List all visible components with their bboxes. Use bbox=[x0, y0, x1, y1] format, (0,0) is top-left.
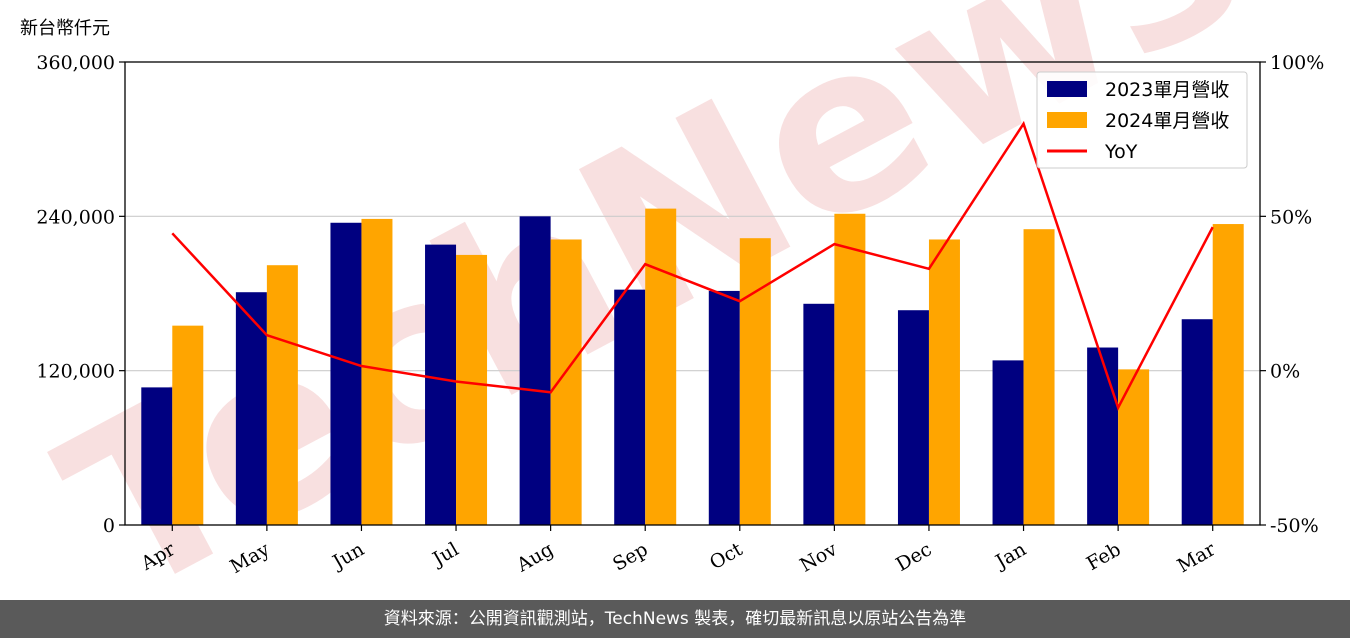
bar-2023-nov bbox=[803, 303, 835, 525]
bar-2023-sep bbox=[614, 289, 646, 525]
bar-2024-mar bbox=[1212, 224, 1244, 526]
bar-2024-aug bbox=[550, 239, 582, 525]
yoy-line bbox=[171, 120, 1214, 411]
bar-2023-dec bbox=[897, 310, 929, 525]
left-tick-label: 240,000 bbox=[36, 206, 115, 228]
left-tick-label: 360,000 bbox=[36, 52, 115, 74]
bar-2023-mar bbox=[1181, 319, 1213, 525]
right-tick-label: 50% bbox=[1270, 206, 1312, 228]
x-tick-label-feb: Feb bbox=[1083, 538, 1125, 575]
x-tick-label-dec: Dec bbox=[892, 538, 935, 576]
bar-2024-jul bbox=[456, 254, 488, 525]
bar-2024-feb bbox=[1118, 369, 1150, 525]
bar-2024-apr bbox=[172, 325, 204, 525]
left-tick-label: 0 bbox=[103, 515, 115, 537]
source-footer: 資料來源：公開資訊觀測站，TechNews 製表，確切最新訊息以原站公告為準 bbox=[0, 600, 1350, 638]
bar-2024-dec bbox=[928, 239, 960, 525]
bar-2024-jan bbox=[1023, 229, 1055, 525]
right-tick-label: -50% bbox=[1270, 515, 1319, 537]
right-tick-label: 100% bbox=[1270, 52, 1324, 74]
x-tick-label-sep: Sep bbox=[609, 538, 652, 575]
bar-2023-feb bbox=[1087, 347, 1119, 525]
legend-label-2: YoY bbox=[1104, 141, 1138, 163]
revenue-chart: TechNews0120,000240,000360,000-50%0%50%1… bbox=[25, 0, 1324, 600]
bar-2023-jan bbox=[992, 360, 1024, 525]
legend-label-0: 2023單月營收 bbox=[1105, 79, 1229, 101]
plot-frame bbox=[124, 61, 1261, 526]
bar-2024-may bbox=[266, 265, 298, 525]
legend-swatch-0 bbox=[1047, 81, 1087, 97]
right-tick-label: 0% bbox=[1270, 361, 1300, 383]
x-tick-label-mar: Mar bbox=[1174, 538, 1220, 577]
x-tick-label-jan: Jan bbox=[990, 538, 1030, 574]
legend-swatch-1 bbox=[1047, 112, 1087, 128]
bar-2023-may bbox=[235, 292, 267, 525]
x-tick-label-nov: Nov bbox=[796, 538, 841, 577]
bar-2023-apr bbox=[141, 387, 173, 525]
bar-2023-oct bbox=[708, 290, 740, 525]
bar-2023-jul bbox=[425, 244, 457, 525]
x-tick-label-aug: Aug bbox=[512, 538, 557, 577]
bar-2024-jun bbox=[361, 218, 393, 525]
bar-2023-jun bbox=[330, 222, 362, 525]
bar-2024-nov bbox=[834, 213, 866, 525]
legend-label-1: 2024單月營收 bbox=[1105, 110, 1229, 132]
x-tick-label-oct: Oct bbox=[706, 538, 747, 574]
x-tick-label-jul: Jul bbox=[427, 538, 462, 571]
bar-2024-sep bbox=[645, 208, 677, 525]
left-tick-label: 120,000 bbox=[36, 361, 115, 383]
legend-box bbox=[1036, 71, 1248, 169]
bar-2023-aug bbox=[519, 216, 551, 526]
bar-2024-oct bbox=[739, 238, 771, 526]
y-axis-unit-label: 新台幣仟元 bbox=[20, 18, 110, 39]
